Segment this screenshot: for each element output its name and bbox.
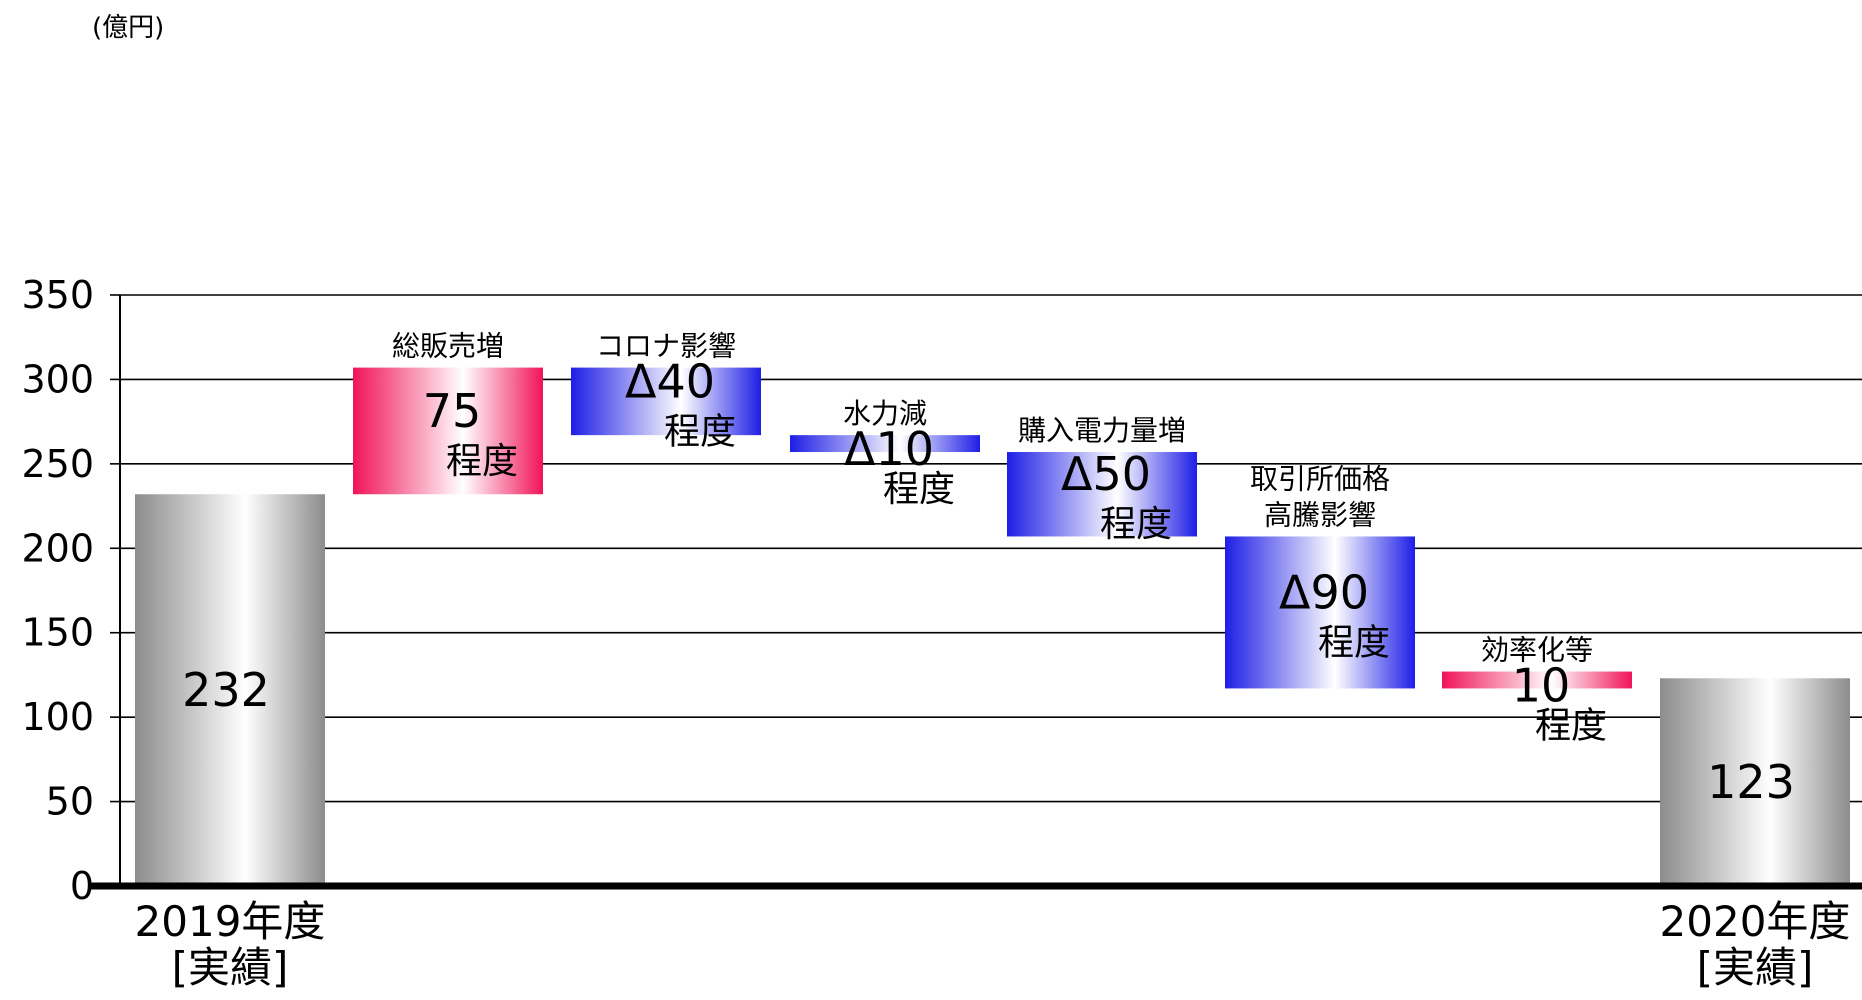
category-label: [実績] xyxy=(1697,943,1814,992)
y-tick-label: 150 xyxy=(21,611,94,655)
grid-layer: 0 50 100 150 200 250 300 350 xyxy=(21,273,1862,908)
y-tick-label: 50 xyxy=(46,780,94,824)
bar-suffix-label: 程度 xyxy=(1535,706,1607,747)
y-tick-label: 250 xyxy=(21,442,94,486)
waterfall-bar xyxy=(135,494,325,886)
category-label: 2020年度 xyxy=(1660,897,1851,946)
waterfall-bar xyxy=(353,367,543,495)
bar-value-label: Δ50 xyxy=(1061,447,1151,501)
category-label: コロナ影響 xyxy=(596,330,736,363)
waterfall-bar xyxy=(1442,671,1632,689)
bar-value-label: Δ10 xyxy=(844,422,934,476)
category-label: 総販売増 xyxy=(392,330,504,363)
y-tick-label: 200 xyxy=(21,526,94,570)
y-tick-label: 300 xyxy=(21,357,94,401)
y-tick-label: 100 xyxy=(21,695,94,739)
bars-layer xyxy=(90,367,1862,890)
category-label: 水力減 xyxy=(843,397,927,430)
waterfall-bar xyxy=(790,435,980,453)
bar-suffix-label: 程度 xyxy=(883,469,955,510)
category-label: [実績] xyxy=(172,943,289,992)
bar-value-label: 123 xyxy=(1707,755,1795,809)
bar-suffix-label: 程度 xyxy=(446,441,518,482)
bar-suffix-label: 程度 xyxy=(1100,504,1172,545)
y-tick-label: 350 xyxy=(21,273,94,317)
bar-value-label: 232 xyxy=(182,663,270,717)
bar-value-label: 10 xyxy=(1512,659,1571,713)
category-label: 購入電力量増 xyxy=(1018,414,1186,447)
waterfall-bar xyxy=(1225,536,1415,689)
waterfall-bar xyxy=(1660,678,1850,886)
bar-suffix-label: 程度 xyxy=(664,411,736,452)
labels-layer: 2322019年度[実績]75程度総販売増Δ40程度コロナ影響Δ10程度水力減Δ… xyxy=(135,330,1851,992)
category-label: 効率化等 xyxy=(1481,634,1593,667)
category-label: 高騰影響 xyxy=(1264,498,1376,531)
bar-suffix-label: 程度 xyxy=(1318,622,1390,663)
category-label: 2019年度 xyxy=(135,897,326,946)
bar-value-label: Δ90 xyxy=(1279,565,1369,619)
y-tick-label: 0 xyxy=(70,864,94,908)
category-label: 取引所価格 xyxy=(1250,462,1390,495)
bar-value-label: 75 xyxy=(423,384,482,438)
bar-value-label: Δ40 xyxy=(625,354,715,408)
y-axis-unit-label: (億円) xyxy=(92,13,164,43)
waterfall-bar xyxy=(1007,452,1197,537)
waterfall-bar xyxy=(571,367,761,436)
